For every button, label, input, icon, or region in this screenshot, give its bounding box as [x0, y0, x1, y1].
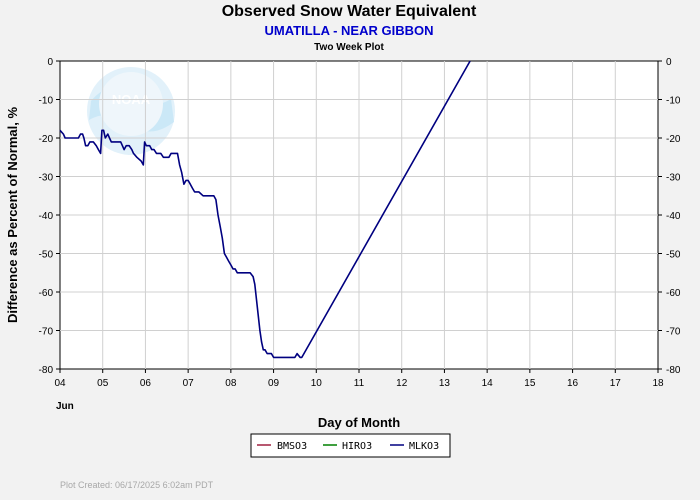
x-tick-label: 18: [652, 378, 664, 389]
y-tick-label-left: -70: [39, 327, 54, 338]
x-tick-label: 05: [97, 378, 109, 389]
y-tick-label-right: -40: [666, 211, 681, 222]
x-tick-label: 13: [439, 378, 451, 389]
y-tick-label-right: -10: [666, 96, 681, 107]
plot-created-footer: Plot Created: 06/17/2025 6:02am PDT: [60, 480, 214, 490]
x-tick-label: 12: [396, 378, 408, 389]
x-tick-label: 15: [524, 378, 536, 389]
axis-ticks: [56, 60, 662, 373]
y-tick-label-right: 0: [666, 57, 672, 68]
legend: BMSO3 HIRO3 MLKO3: [250, 433, 451, 458]
x-tick-label: 07: [183, 378, 195, 389]
grid-lines: [60, 61, 658, 369]
x-month-label: Jun: [56, 401, 74, 412]
series-line-mlko3: [59, 60, 471, 359]
x-tick-label: 11: [354, 378, 365, 389]
y-axis-label: Difference as Percent of Normal, %: [5, 107, 20, 323]
y-tick-label-right: -20: [666, 134, 681, 145]
x-tick-label: 10: [311, 378, 323, 389]
legend-entry-hiro3: HIRO3: [342, 441, 372, 452]
x-tick-label: 08: [225, 378, 237, 389]
noaa-logo-watermark: NOAA: [87, 67, 175, 155]
y-tick-label-left: 0: [47, 57, 53, 68]
x-tick-label: 09: [268, 378, 280, 389]
y-tick-label-left: -20: [39, 134, 54, 145]
x-tick-label: 17: [610, 378, 622, 389]
x-axis-label: Day of Month: [318, 415, 400, 430]
y-tick-label-right: -70: [666, 327, 681, 338]
legend-box: [250, 433, 451, 458]
y-tick-label-left: -40: [39, 211, 54, 222]
series-layer: [59, 60, 471, 359]
x-tick-label: 04: [54, 378, 66, 389]
y-tick-label-right: -50: [666, 250, 681, 261]
y-tick-label-right: -60: [666, 288, 681, 299]
y-tick-label-right: -30: [666, 173, 681, 184]
x-tick-label: 16: [567, 378, 579, 389]
chart-subtitle: UMATILLA - NEAR GIBBON: [265, 23, 434, 38]
y-tick-label-left: -80: [39, 365, 54, 376]
chart-subtitle-secondary: Two Week Plot: [314, 42, 384, 53]
legend-entry-bmso3: BMSO3: [277, 441, 307, 452]
y-tick-label-right: -80: [666, 365, 681, 376]
y-tick-label-left: -10: [39, 96, 54, 107]
y-tick-label-left: -60: [39, 288, 54, 299]
y-tick-label-left: -30: [39, 173, 54, 184]
chart-title: Observed Snow Water Equivalent: [222, 3, 477, 20]
tick-labels: 04 05 06 07 08 09 10 11 12 13 14 15 16 17 18 0 0 -10 -10 -2…: [39, 57, 681, 389]
x-tick-label: 14: [482, 378, 494, 389]
y-tick-label-left: -50: [39, 250, 54, 261]
x-tick-label: 06: [140, 378, 152, 389]
legend-entry-mlko3: MLKO3: [409, 441, 439, 452]
